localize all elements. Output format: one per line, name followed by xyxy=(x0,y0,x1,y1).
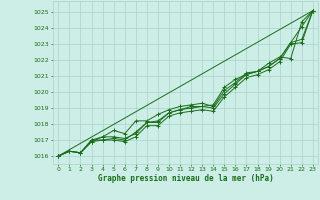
X-axis label: Graphe pression niveau de la mer (hPa): Graphe pression niveau de la mer (hPa) xyxy=(98,174,274,183)
